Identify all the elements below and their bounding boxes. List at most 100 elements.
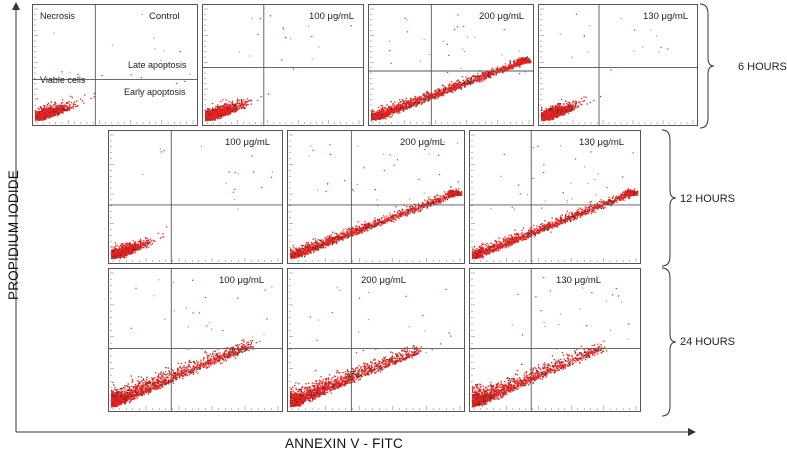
event-dot xyxy=(415,99,417,102)
event-dot xyxy=(459,86,461,88)
event-dot xyxy=(469,78,472,80)
event-dot xyxy=(207,114,210,116)
event-dot xyxy=(219,106,221,109)
event-dot xyxy=(456,87,458,89)
event-dot xyxy=(397,112,399,115)
event-dot xyxy=(38,111,40,113)
event-dot xyxy=(503,66,506,69)
event-dot xyxy=(54,110,56,112)
event-dot xyxy=(395,109,397,111)
event-dot xyxy=(236,100,238,102)
event-dot xyxy=(374,119,377,121)
event-dot xyxy=(489,76,491,79)
event-dot xyxy=(392,107,394,110)
event-dot xyxy=(429,96,431,99)
event-dot xyxy=(217,111,219,113)
event-dot xyxy=(47,106,49,108)
event-dot xyxy=(579,101,581,103)
event-dot xyxy=(518,64,520,66)
event-dot xyxy=(500,69,502,71)
outlier-dot xyxy=(518,50,520,52)
event-dot xyxy=(67,108,69,110)
event-dot xyxy=(455,87,457,90)
event-dot xyxy=(454,83,456,86)
event-dot xyxy=(229,107,231,110)
event-dot xyxy=(222,108,224,110)
event-dot xyxy=(230,109,232,111)
event-dot xyxy=(427,96,429,98)
event-dot xyxy=(472,75,475,77)
event-dot xyxy=(229,104,231,106)
event-dot xyxy=(226,110,228,112)
outlier-dot xyxy=(238,51,240,53)
event-dot xyxy=(35,119,38,121)
event-dot xyxy=(51,111,54,113)
event-dot xyxy=(60,102,62,104)
event-dot xyxy=(216,107,218,109)
event-dot xyxy=(218,114,220,116)
event-dot xyxy=(62,112,64,114)
event-dot xyxy=(227,107,229,109)
event-dot xyxy=(210,115,212,117)
event-dot xyxy=(398,102,400,104)
event-dot xyxy=(47,102,50,104)
event-dot xyxy=(218,109,220,111)
event-dot xyxy=(525,57,528,59)
event-dot xyxy=(378,115,381,117)
event-dot xyxy=(528,62,530,64)
event-dot xyxy=(41,108,43,110)
event-dot xyxy=(530,61,532,63)
event-dot xyxy=(45,111,47,113)
event-dot xyxy=(62,109,64,111)
event-dot xyxy=(477,76,479,78)
event-dot xyxy=(453,84,455,86)
outlier-dot xyxy=(160,59,162,61)
event-dot xyxy=(52,115,54,117)
event-dot xyxy=(225,108,227,111)
event-dot xyxy=(448,91,451,93)
event-dot xyxy=(434,90,437,92)
event-dot xyxy=(384,115,387,118)
event-dot xyxy=(452,83,455,86)
event-dot xyxy=(37,115,39,117)
event-dot xyxy=(212,118,214,120)
event-dot xyxy=(510,67,512,69)
event-dot xyxy=(486,75,488,77)
event-dot xyxy=(222,107,224,109)
event-dot xyxy=(479,81,481,83)
outlier-dot xyxy=(307,25,310,27)
event-dot xyxy=(484,77,486,79)
outlier-dot xyxy=(524,71,526,73)
event-dot xyxy=(456,84,459,86)
event-dot xyxy=(437,93,439,95)
event-dot xyxy=(486,73,488,75)
event-dot xyxy=(384,107,387,109)
event-dot xyxy=(433,97,435,99)
event-dot xyxy=(377,115,379,117)
event-dot xyxy=(407,106,410,108)
event-dot xyxy=(483,73,486,75)
event-dot xyxy=(38,112,41,114)
event-dot xyxy=(220,112,222,114)
event-dot xyxy=(215,112,218,114)
event-dot xyxy=(371,116,373,118)
event-dot xyxy=(388,111,390,113)
event-dot xyxy=(67,102,69,104)
event-dot xyxy=(505,65,507,67)
plot-6h-200: 200 μg/mL xyxy=(368,4,534,126)
event-dot xyxy=(62,110,64,112)
event-dot xyxy=(234,108,236,110)
event-dot xyxy=(222,113,224,115)
event-dot xyxy=(509,62,512,65)
event-dot xyxy=(40,107,42,109)
event-dot xyxy=(43,109,45,111)
event-dot xyxy=(232,107,234,110)
event-dot xyxy=(458,84,461,86)
event-dot xyxy=(428,94,431,96)
event-dot xyxy=(242,104,244,106)
event-dot xyxy=(499,71,501,73)
event-dot xyxy=(233,104,235,106)
event-dot xyxy=(417,102,419,104)
event-dot xyxy=(39,117,41,119)
event-dot xyxy=(509,64,511,66)
